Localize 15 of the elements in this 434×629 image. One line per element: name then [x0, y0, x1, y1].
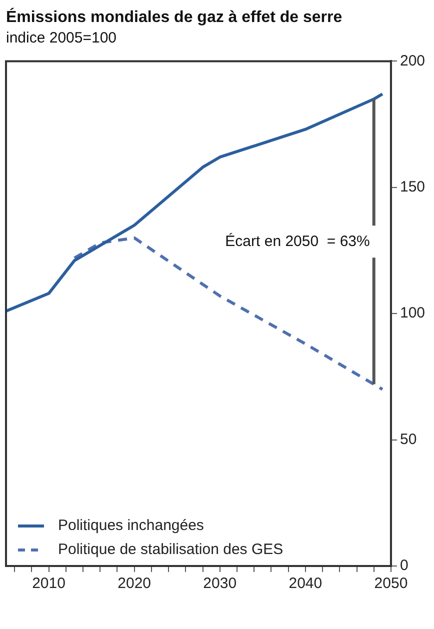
y-tick-label: 200	[400, 52, 426, 70]
y-tick-label: 100	[400, 304, 426, 322]
legend-label: Politique de stabilisation des GES	[58, 541, 284, 558]
chart-title: Émissions mondiales de gaz à effet de serre	[6, 7, 342, 26]
x-tick-label: 2050	[374, 575, 408, 592]
annotation: Écart en 2050 = 63%	[225, 232, 370, 250]
chart-subtitle: indice 2005=100	[6, 29, 117, 46]
y-tick-label: 150	[400, 178, 426, 196]
x-tick-label: 2030	[203, 575, 237, 592]
y-tick-label: 0	[400, 557, 408, 574]
legend-label: Politiques inchangées	[58, 517, 204, 534]
x-tick-label: 2010	[32, 575, 66, 592]
x-tick-label: 2020	[118, 575, 152, 592]
x-tick-label: 2040	[288, 575, 322, 592]
y-tick-label: 50	[400, 430, 417, 448]
